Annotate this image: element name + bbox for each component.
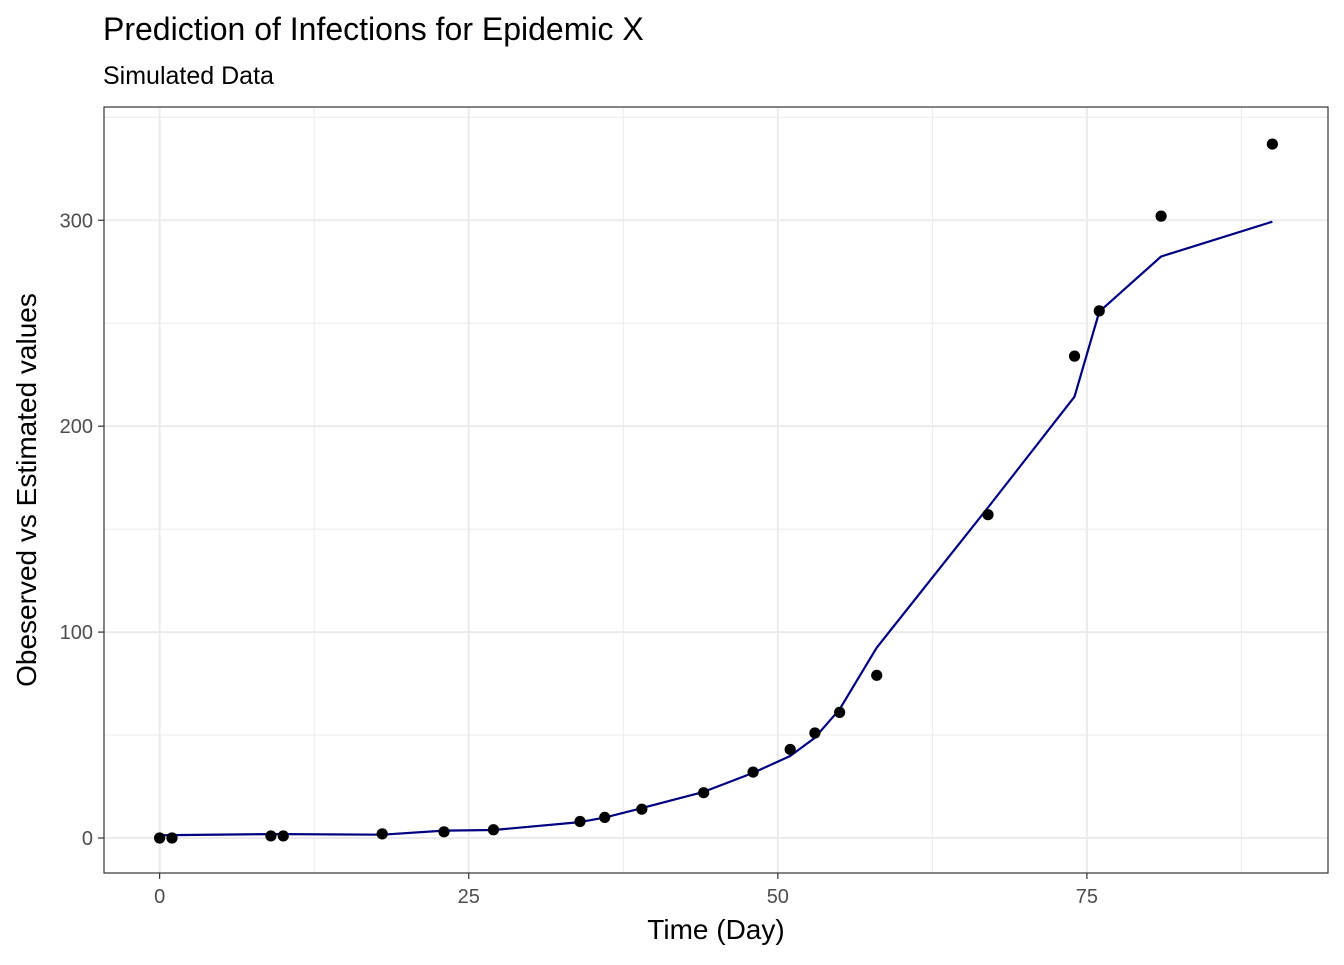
observed-point-12: [784, 743, 796, 756]
observed-point-20: [1266, 138, 1278, 150]
observed-point-5: [438, 826, 450, 838]
panel-background: [104, 107, 1328, 873]
observed-point-8: [599, 811, 611, 824]
observed-point-4: [376, 828, 388, 840]
y-tick-label-2: 200: [60, 416, 93, 438]
y-tick-label-0: 0: [82, 828, 93, 850]
observed-point-17: [1068, 350, 1081, 362]
observed-point-13: [809, 727, 821, 739]
x-tick-label-1: 25: [458, 886, 480, 908]
x-axis: 0 25 50 75: [154, 873, 1098, 908]
observed-point-16: [982, 509, 994, 521]
observed-point-15: [871, 669, 883, 681]
x-axis-title: Time (Day): [647, 914, 784, 945]
observed-point-10: [698, 787, 710, 799]
observed-point-18: [1093, 305, 1105, 317]
observed-point-3: [277, 830, 289, 842]
y-axis: 0 100 200 300: [60, 210, 104, 850]
chart-title: Prediction of Infections for Epidemic X: [103, 11, 644, 47]
y-tick-label-1: 100: [60, 622, 93, 644]
y-axis-title: Obeserved vs Estimated values: [11, 293, 42, 687]
x-tick-label-2: 50: [767, 886, 789, 908]
observed-point-0: [154, 832, 166, 844]
chart-subtitle: Simulated Data: [103, 62, 274, 90]
x-tick-label-0: 0: [154, 886, 165, 908]
series-layer: [154, 138, 1278, 844]
observed-point-14: [834, 706, 846, 718]
panel-border-layer: [103, 106, 1329, 874]
x-tick-label-3: 75: [1076, 886, 1098, 908]
panel-border: [103, 106, 1329, 874]
observed-point-6: [487, 824, 500, 836]
major-gridlines: [104, 107, 1328, 873]
observed-point-1: [166, 832, 178, 844]
observed-point-2: [265, 830, 277, 842]
minor-gridlines: [104, 107, 1328, 873]
observed-point-11: [747, 766, 759, 778]
observed-point-19: [1155, 210, 1167, 222]
plot-panel: [104, 107, 1328, 873]
y-tick-label-3: 300: [60, 210, 93, 232]
observed-point-7: [574, 815, 586, 828]
observed-point-9: [636, 803, 648, 815]
